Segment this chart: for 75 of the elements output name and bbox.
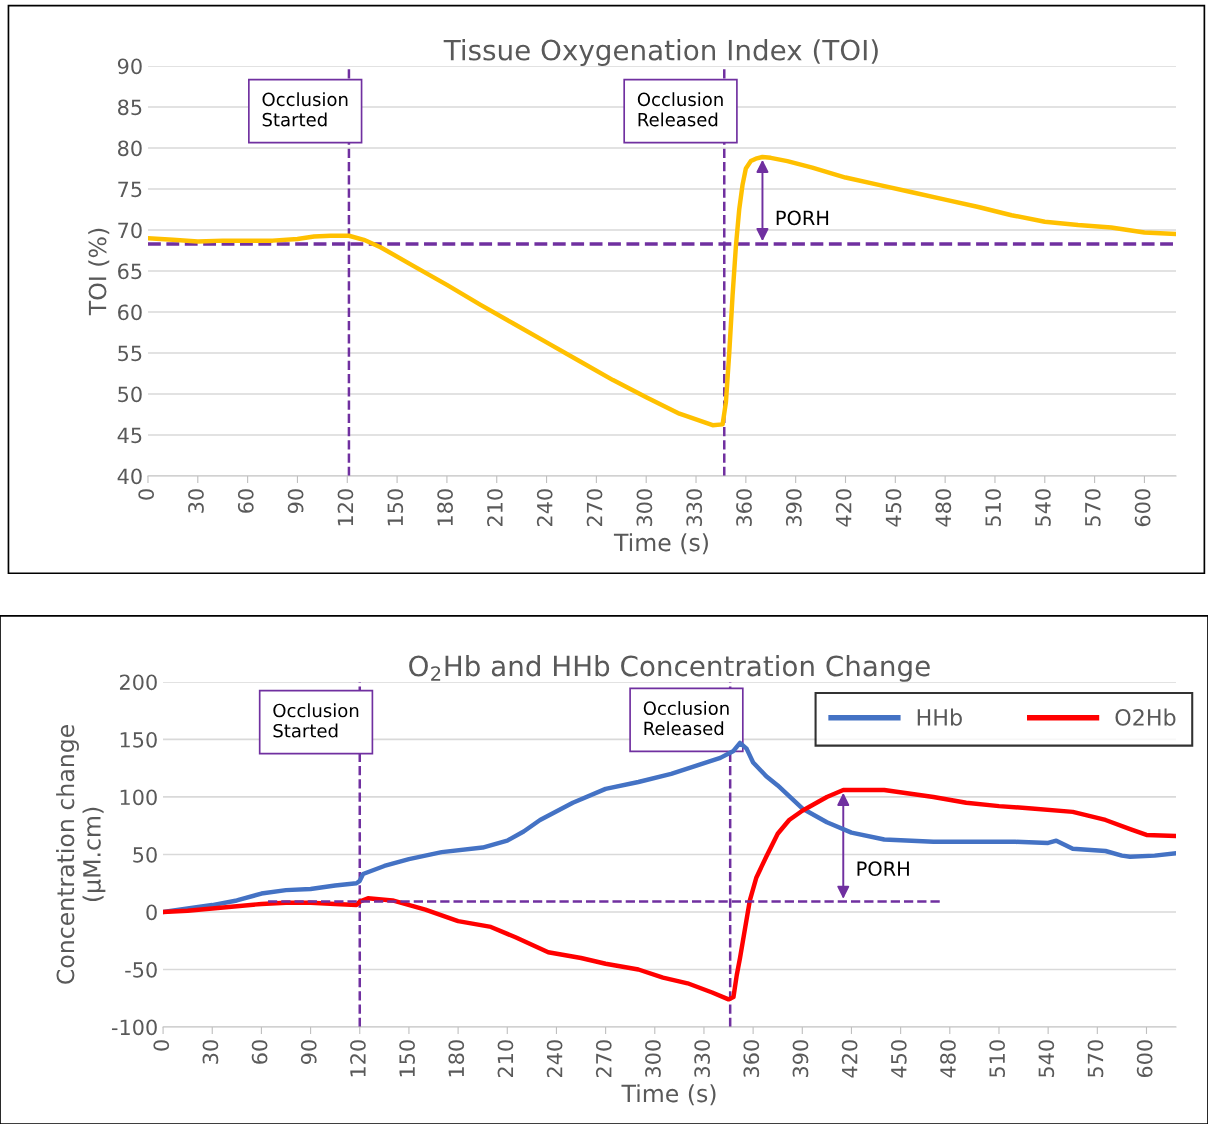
x-tick-label: 180 — [448, 1040, 465, 1077]
y-tick-label: -50 — [125, 961, 157, 978]
x-tick-label: 210 — [487, 489, 503, 527]
x-tick-label: 480 — [935, 489, 952, 527]
x-tick-label: 510 — [985, 489, 1002, 526]
x-tick-label: 360 — [736, 489, 752, 526]
y-tick-label: 40 — [117, 468, 142, 485]
y-tick-label: 80 — [118, 140, 142, 157]
x-tick-label: 450 — [890, 1040, 907, 1078]
x-tick-label: 150 — [399, 1040, 415, 1077]
chart-title: Tissue Oxygenation Index (TOI) — [443, 39, 878, 66]
x-tick-label: 390 — [785, 489, 802, 526]
x-tick-label: 300 — [645, 1040, 661, 1077]
y-axis-title: TOI (%) — [88, 228, 110, 316]
x-tick-label: 0 — [153, 1040, 170, 1051]
x-tick-label: 270 — [586, 489, 603, 527]
x-tick-label: 240 — [536, 489, 553, 527]
x-tick-label: 60 — [237, 489, 254, 513]
annotation: PORH — [776, 210, 829, 226]
x-axis-title: Time (s) — [621, 1084, 716, 1106]
annotation: Occlusion Released — [637, 92, 723, 127]
x-tick-label: 570 — [1087, 1040, 1104, 1077]
annotation: Occlusion Released — [643, 701, 729, 736]
y-tick-label: 50 — [118, 386, 142, 403]
y-tick-label: 100 — [120, 789, 157, 806]
x-tick-label: 600 — [1136, 1040, 1153, 1078]
y-tick-label: 55 — [118, 345, 142, 362]
x-tick-label: 90 — [300, 1040, 317, 1064]
x-tick-label: 450 — [885, 489, 902, 527]
annotation: Occlusion Started — [262, 92, 348, 127]
x-tick-label: 300 — [636, 489, 653, 526]
line-series — [147, 154, 1176, 428]
x-tick-label: 60 — [251, 1040, 268, 1064]
x-tick-label: 420 — [835, 489, 852, 527]
y-tick-label: 50 — [133, 846, 157, 863]
x-tick-label: 600 — [1134, 489, 1151, 527]
x-tick-label: 510 — [989, 1040, 1006, 1077]
x-tick-label: 180 — [437, 489, 453, 526]
y-axis-title: Concentration change (µM.cm) — [56, 725, 106, 984]
x-tick-label: 540 — [1038, 1040, 1055, 1077]
x-tick-label: 330 — [686, 489, 703, 526]
legend-label: O2Hb — [1115, 708, 1176, 726]
x-axis-title: Time (s) — [613, 533, 708, 555]
x-tick-label: 30 — [188, 489, 204, 513]
chart-title: O$_{2}$Hb and HHb Concentration Change — [409, 654, 930, 682]
y-tick-label: -100 — [111, 1019, 157, 1036]
x-tick-label: 480 — [940, 1040, 956, 1078]
line-series — [163, 787, 1176, 1002]
x-tick-label: 420 — [841, 1040, 858, 1078]
x-tick-label: 390 — [792, 1040, 809, 1077]
x-tick-label: 540 — [1035, 489, 1051, 526]
legend-label: HHb — [917, 708, 962, 726]
x-tick-label: 120 — [337, 489, 354, 526]
x-tick-label: 270 — [595, 1040, 612, 1078]
y-tick-label: 85 — [118, 99, 142, 116]
y-tick-label: 45 — [117, 427, 142, 444]
x-tick-label: 570 — [1084, 489, 1101, 526]
y-tick-label: 0 — [146, 904, 157, 921]
y-tick-label: 75 — [118, 181, 142, 198]
y-tick-label: 200 — [119, 674, 157, 691]
x-tick-label: 210 — [497, 1040, 514, 1078]
y-tick-label: 60 — [118, 304, 142, 321]
x-tick-label: 240 — [546, 1040, 563, 1078]
y-tick-label: 65 — [118, 263, 142, 280]
x-tick-label: 360 — [743, 1040, 760, 1077]
annotation: Occlusion Started — [273, 703, 359, 738]
annotation: PORH — [857, 861, 909, 877]
x-tick-label: 30 — [202, 1040, 219, 1064]
y-tick-label: 70 — [118, 222, 142, 239]
x-tick-label: 120 — [350, 1040, 366, 1077]
y-tick-label: 90 — [117, 58, 142, 75]
x-tick-label: 90 — [287, 489, 304, 514]
x-tick-label: 330 — [694, 1040, 710, 1077]
x-tick-label: 150 — [387, 489, 404, 526]
y-tick-label: 150 — [120, 731, 157, 748]
